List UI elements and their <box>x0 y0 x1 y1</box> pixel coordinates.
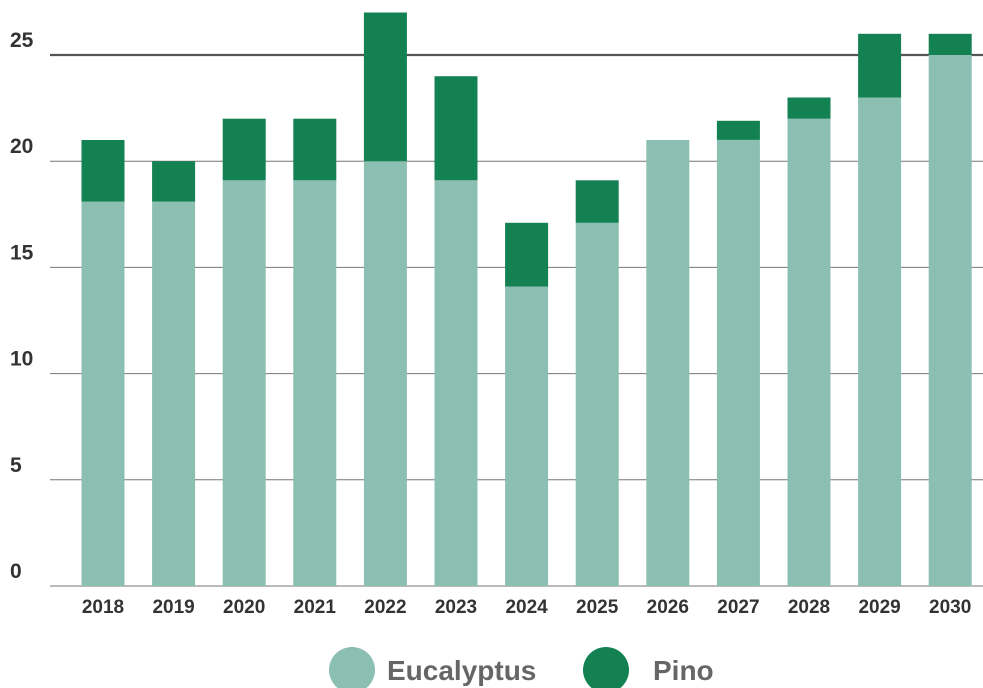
legend-label-pino: Pino <box>653 655 714 686</box>
x-tick-label-2027: 2027 <box>717 597 759 618</box>
bar-pino-2023 <box>434 76 478 181</box>
bar-pino-2027 <box>716 120 760 140</box>
bar-pino-2025 <box>575 180 619 223</box>
bar-eucalyptus-2020 <box>222 180 266 587</box>
x-tick-label-2026: 2026 <box>647 597 689 618</box>
legend-label-eucalyptus: Eucalyptus <box>387 655 536 686</box>
bar-eucalyptus-2027 <box>716 140 760 586</box>
bar-pino-2030 <box>928 33 972 55</box>
y-tick-label-10: 10 <box>10 348 33 371</box>
y-tick-label-0: 0 <box>10 560 22 583</box>
bar-eucalyptus-2029 <box>858 97 902 586</box>
bar-eucalyptus-2022 <box>363 161 407 586</box>
bar-pino-2029 <box>858 33 902 98</box>
bar-eucalyptus-2024 <box>505 286 549 586</box>
bar-pino-2020 <box>222 118 266 181</box>
y-tick-label-25: 25 <box>10 29 34 52</box>
y-tick-label-15: 15 <box>10 241 34 264</box>
bar-eucalyptus-2030 <box>928 55 972 586</box>
bar-pino-2022 <box>363 12 407 162</box>
legend-swatch-eucalyptus <box>329 647 375 688</box>
legend-swatch-pino <box>583 647 629 688</box>
x-tick-label-2024: 2024 <box>505 597 548 618</box>
x-tick-label-2020: 2020 <box>223 597 265 618</box>
bar-eucalyptus-2028 <box>787 118 831 586</box>
y-axis-tick-labels: 0 5 10 15 20 25 <box>10 29 34 583</box>
x-tick-label-2018: 2018 <box>82 597 124 618</box>
x-tick-label-2030: 2030 <box>929 597 971 618</box>
bars <box>81 12 972 587</box>
y-tick-label-20: 20 <box>10 135 33 158</box>
x-tick-label-2022: 2022 <box>364 597 406 618</box>
x-tick-label-2021: 2021 <box>294 597 337 618</box>
bar-eucalyptus-2023 <box>434 180 478 587</box>
bar-eucalyptus-2026 <box>646 140 690 586</box>
bar-pino-2024 <box>505 222 549 287</box>
x-tick-label-2019: 2019 <box>152 597 194 618</box>
y-tick-label-5: 5 <box>10 454 22 477</box>
bar-eucalyptus-2025 <box>575 222 619 587</box>
x-tick-label-2025: 2025 <box>576 597 619 618</box>
bar-pino-2021 <box>293 118 337 181</box>
x-tick-label-2023: 2023 <box>435 597 477 618</box>
bar-pino-2028 <box>787 97 831 119</box>
bar-eucalyptus-2019 <box>152 201 196 586</box>
bar-eucalyptus-2021 <box>293 180 337 587</box>
bar-eucalyptus-2018 <box>81 201 125 586</box>
x-tick-label-2029: 2029 <box>858 597 900 618</box>
bar-pino-2019 <box>152 161 196 202</box>
legend: Eucalyptus Pino <box>329 647 714 688</box>
bar-pino-2018 <box>81 140 125 202</box>
x-tick-label-2028: 2028 <box>788 597 830 618</box>
x-axis-tick-labels: 2018 2019 2020 2021 2022 2023 2024 2025 2026 2027… <box>82 597 971 618</box>
